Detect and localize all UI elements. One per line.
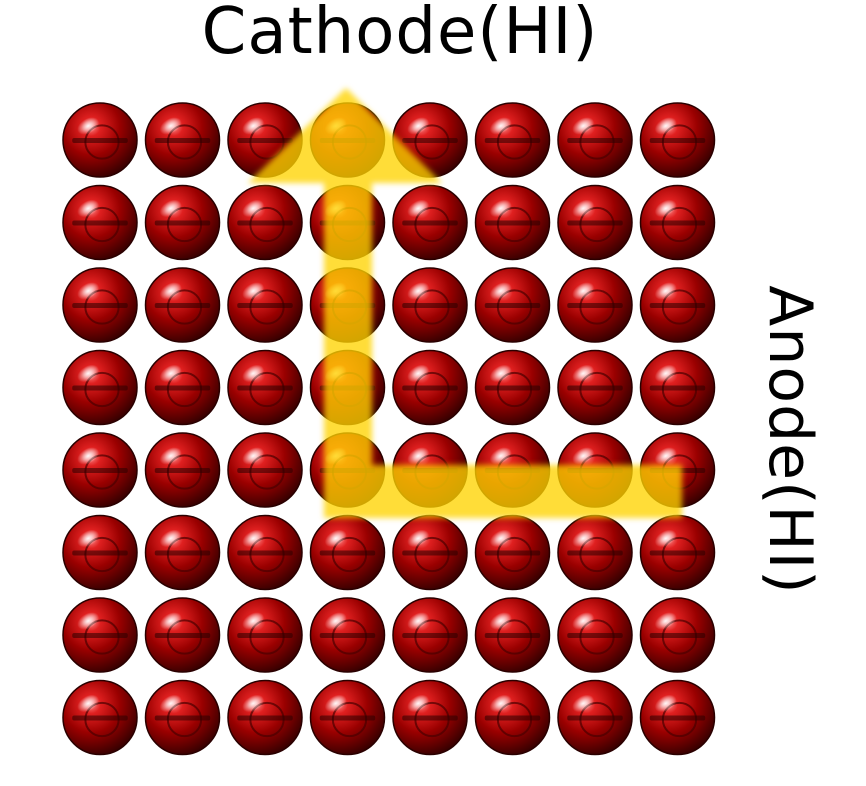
- atom-sphere: [392, 597, 468, 673]
- atom-sphere: [557, 184, 633, 261]
- atom-sphere: [474, 514, 551, 591]
- atom-sphere: [474, 597, 551, 673]
- atom-sphere: [557, 102, 633, 178]
- atom-sphere: [639, 349, 716, 426]
- atom-sphere: [392, 267, 468, 343]
- atom-sphere: [62, 432, 138, 508]
- atom-sphere: [62, 679, 138, 756]
- atom-sphere: [227, 679, 303, 756]
- anode-label: Anode(HI): [755, 285, 825, 595]
- atom-sphere: [474, 349, 551, 426]
- atom-sphere: [227, 514, 303, 591]
- atom-sphere: [392, 679, 468, 756]
- atom-sphere: [639, 184, 716, 261]
- atom-sphere: [227, 597, 303, 673]
- atom-sphere: [144, 514, 221, 591]
- atom-sphere: [474, 679, 551, 756]
- atom-sphere: [639, 514, 716, 591]
- atom-sphere: [557, 679, 633, 756]
- atom-sphere: [557, 349, 633, 426]
- atom-sphere: [227, 267, 303, 343]
- atom-sphere: [639, 267, 716, 343]
- atom-sphere: [144, 184, 221, 261]
- atom-sphere: [144, 267, 221, 343]
- atom-sphere: [474, 267, 551, 343]
- atom-sphere: [227, 349, 303, 426]
- atom-sphere: [474, 184, 551, 261]
- atom-sphere: [309, 597, 386, 673]
- atom-sphere: [639, 597, 716, 673]
- atom-sphere: [62, 267, 138, 343]
- atom-sphere: [144, 349, 221, 426]
- atom-sphere: [557, 514, 633, 591]
- atom-sphere: [62, 184, 138, 261]
- atom-grid: [62, 102, 716, 756]
- atom-sphere: [62, 102, 138, 178]
- cathode-label: Cathode(HI): [201, 0, 599, 69]
- atom-sphere: [62, 514, 138, 591]
- atom-sphere: [557, 267, 633, 343]
- atom-sphere: [557, 597, 633, 673]
- atom-sphere: [62, 349, 138, 426]
- atom-sphere: [474, 102, 551, 178]
- atom-sphere: [639, 679, 716, 756]
- atom-sphere: [144, 679, 221, 756]
- path-arrow: [248, 88, 682, 518]
- atom-sphere: [227, 184, 303, 261]
- atom-sphere: [392, 184, 468, 261]
- atom-sphere: [639, 102, 716, 178]
- atom-sphere: [392, 349, 468, 426]
- atom-sphere: [144, 432, 221, 508]
- atom-sphere: [144, 102, 221, 178]
- atom-sphere: [309, 514, 386, 591]
- atom-sphere: [144, 597, 221, 673]
- atom-sphere: [309, 679, 386, 756]
- conduction-path: [248, 88, 682, 518]
- atom-sphere: [227, 432, 303, 508]
- atom-sphere: [62, 597, 138, 673]
- atom-sphere: [392, 514, 468, 591]
